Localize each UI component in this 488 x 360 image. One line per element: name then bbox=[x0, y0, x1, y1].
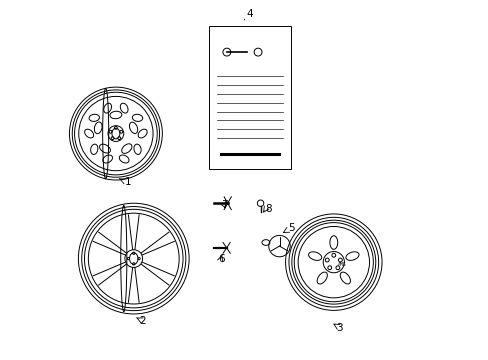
Text: AMG: AMG bbox=[338, 262, 346, 267]
Text: 5: 5 bbox=[288, 223, 294, 233]
Text: 4: 4 bbox=[246, 9, 253, 19]
Text: 2: 2 bbox=[139, 316, 146, 326]
Text: 1: 1 bbox=[125, 177, 131, 187]
Text: 3: 3 bbox=[335, 323, 342, 333]
Text: 7: 7 bbox=[221, 200, 228, 210]
Bar bbox=[208, 26, 290, 169]
Text: 6: 6 bbox=[218, 253, 224, 264]
Text: 8: 8 bbox=[264, 204, 271, 214]
